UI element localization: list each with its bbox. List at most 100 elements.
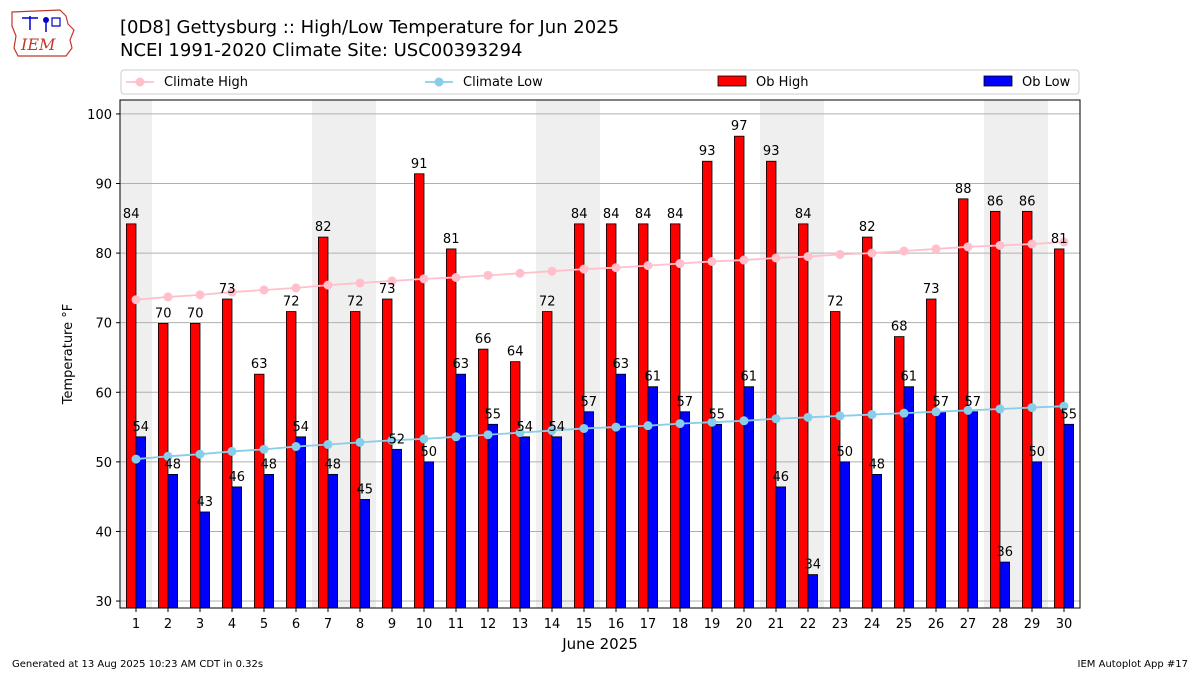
ob-low-bar (391, 448, 403, 609)
climate-high-point (259, 285, 269, 295)
ob-high-bar (189, 322, 201, 609)
ob-high-bar (381, 298, 393, 609)
ob-low-label: 63 (453, 357, 470, 372)
ob-low-label: 54 (549, 420, 566, 435)
legend-marker (434, 77, 444, 87)
x-tick-label: 11 (448, 617, 465, 632)
ob-low-bar (1031, 461, 1043, 609)
ob-low-label: 50 (421, 445, 438, 460)
iem-logo: IEM (11, 9, 75, 57)
ob-low-bar (455, 373, 467, 609)
y-tick-label: 60 (95, 386, 112, 401)
legend-box (120, 69, 1080, 95)
climate-low-point (675, 419, 685, 429)
bar-labels: 84 54 70 48 70 43 73 46 63 48 72 54 82 48 72 45 73 52 91 50… (123, 119, 1077, 572)
ob-low-label: 46 (229, 470, 246, 485)
ob-low-label: 55 (485, 407, 502, 422)
ob-high-bar (253, 373, 265, 609)
climate-high-point (867, 248, 877, 258)
y-tick-label: 30 (95, 595, 112, 610)
climate-high-point (355, 278, 365, 288)
ob-high-label: 93 (699, 144, 716, 159)
ob-high-label: 84 (571, 207, 588, 222)
climate-high-point (163, 292, 173, 302)
climate-high-point (771, 253, 781, 263)
climate-low-point (387, 435, 397, 445)
climate-low-point (131, 454, 141, 464)
ob-low-bar (1063, 423, 1075, 609)
climate-low-point (931, 407, 941, 417)
ob-low-label: 54 (133, 420, 150, 435)
ob-low-bar (775, 486, 787, 609)
ob-low-bar (487, 423, 499, 609)
y-tick-label: 80 (95, 247, 112, 262)
climate-lines (131, 237, 1069, 464)
x-tick-label: 6 (292, 617, 300, 632)
climate-high-point (963, 242, 973, 252)
ob-low-label: 54 (293, 420, 310, 435)
ob-low-label: 61 (645, 370, 662, 385)
ob-high-label: 88 (955, 182, 972, 197)
climate-high-point (675, 259, 685, 269)
ob-high-bar (926, 298, 937, 609)
climate-low-point (419, 434, 429, 444)
ob-high-label: 82 (859, 220, 876, 235)
x-tick-label: 14 (544, 617, 561, 632)
ob-low-label: 61 (901, 370, 918, 385)
ob-low-label: 50 (1029, 445, 1046, 460)
legend-label: Ob High (756, 75, 809, 90)
chart-title: [0D8] Gettysburg :: High/Low Temperature… (120, 17, 620, 38)
ob-high-label: 82 (315, 220, 332, 235)
y-tick-label: 90 (95, 178, 112, 193)
ob-high-bar (126, 223, 137, 609)
ob-low-label: 61 (741, 370, 758, 385)
climate-low-point (995, 404, 1005, 414)
climate-high-point (323, 280, 333, 290)
legend-bar-swatch (717, 75, 747, 87)
x-tick-label: 22 (800, 617, 817, 632)
ob-low-bar (263, 473, 275, 609)
y-axis-label: Temperature °F (61, 304, 76, 405)
legend-bar-swatch (983, 75, 1013, 87)
ob-low-bar (583, 411, 595, 609)
climate-high-point (643, 261, 653, 271)
ob-low-bar (647, 386, 659, 609)
ob-high-label: 66 (475, 332, 492, 347)
ob-low-bar (231, 486, 243, 609)
climate-high-point (291, 283, 301, 293)
climate-low-line (135, 405, 1065, 460)
climate-low-point (803, 412, 813, 422)
x-tick-label: 5 (260, 617, 268, 632)
x-tick-label: 4 (228, 617, 236, 632)
ob-low-label: 63 (613, 357, 630, 372)
ob-low-bar (807, 574, 819, 609)
ob-low-bar (423, 461, 435, 609)
ob-low-bar (679, 411, 691, 609)
ob-high-label: 70 (187, 306, 204, 321)
climate-low-point (611, 422, 621, 432)
ob-high-label: 68 (891, 320, 908, 335)
ob-high-bar (542, 311, 553, 609)
ob-high-bar (702, 160, 713, 609)
ob-high-bar (445, 248, 457, 609)
x-tick-label: 8 (356, 617, 364, 632)
ob-low-bar (551, 436, 563, 609)
climate-high-point (611, 263, 621, 273)
ob-high-label: 73 (923, 282, 940, 297)
climate-low-point (963, 405, 973, 415)
ob-high-bar (638, 223, 649, 609)
climate-low-point (291, 442, 301, 452)
footer-app: IEM Autoplot App #17 (1077, 659, 1188, 670)
ob-low-label: 48 (325, 457, 342, 472)
x-tick-label: 28 (992, 617, 1009, 632)
climate-high-point (483, 270, 493, 280)
ob-low-label: 57 (933, 395, 950, 410)
ob-high-label: 84 (667, 207, 684, 222)
ob-low-bar (519, 436, 531, 609)
climate-low-point (835, 411, 845, 421)
legend: Climate High Climate Low Ob High Ob Low (120, 69, 1080, 95)
ob-low-bar (839, 461, 851, 609)
climate-low-point (515, 428, 525, 438)
x-tick-label: 18 (672, 617, 689, 632)
